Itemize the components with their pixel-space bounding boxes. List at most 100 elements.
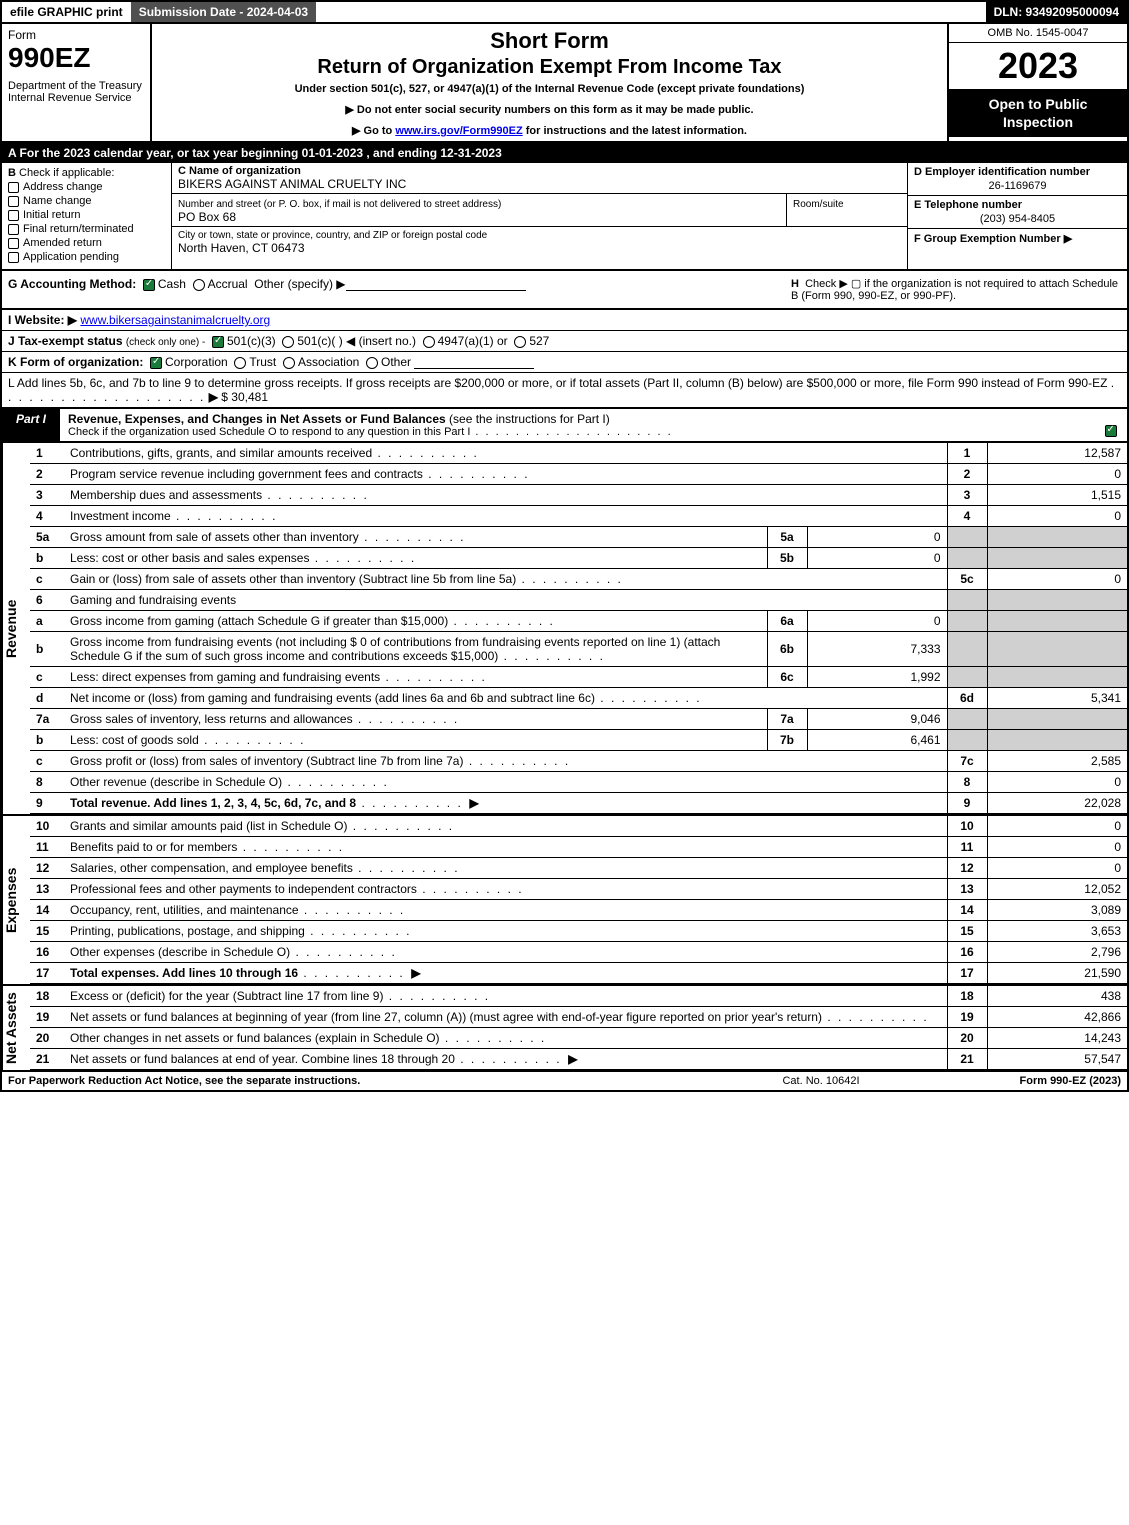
- main-line-label: 14: [947, 900, 987, 921]
- k-trust-checkbox-icon: [234, 357, 246, 369]
- line-row: 8Other revenue (describe in Schedule O)8…: [30, 772, 1127, 793]
- phone-value: (203) 954-8405: [914, 213, 1121, 225]
- main-line-label: 1: [947, 443, 987, 464]
- sub-line-label: 7a: [767, 709, 807, 730]
- j-sub: (check only one) -: [126, 337, 205, 348]
- form-header: Form 990EZ Department of the Treasury In…: [0, 24, 1129, 143]
- footer-left: For Paperwork Reduction Act Notice, see …: [8, 1075, 721, 1087]
- main-line-label: [947, 632, 987, 667]
- line-desc: Gross amount from sale of assets other t…: [64, 527, 767, 548]
- main-line-value: 0: [987, 858, 1127, 879]
- main-line-value: 2,585: [987, 751, 1127, 772]
- line-row: bGross income from fundraising events (n…: [30, 632, 1127, 667]
- dln-label: DLN: 93492095000094: [986, 2, 1127, 22]
- main-line-label: 8: [947, 772, 987, 793]
- main-line-label: 19: [947, 1007, 987, 1028]
- main-line-label: [947, 667, 987, 688]
- footer-right-bold: 990-EZ: [1050, 1075, 1086, 1087]
- main-line-label: 6d: [947, 688, 987, 709]
- line-desc: Other changes in net assets or fund bala…: [64, 1028, 947, 1049]
- line-desc: Net income or (loss) from gaming and fun…: [64, 688, 947, 709]
- footer-center: Cat. No. 10642I: [721, 1075, 921, 1087]
- g-label: G Accounting Method:: [8, 277, 136, 291]
- g-accrual: Accrual: [208, 277, 248, 291]
- main-line-label: [947, 527, 987, 548]
- main-line-value: 3,653: [987, 921, 1127, 942]
- top-bar: efile GRAPHIC print Submission Date - 20…: [0, 0, 1129, 24]
- line-row: bLess: cost of goods sold7b6,461: [30, 730, 1127, 751]
- sub-line-label: 6b: [767, 632, 807, 667]
- irs-link[interactable]: www.irs.gov/Form990EZ: [395, 125, 522, 137]
- check-item: Final return/terminated: [8, 223, 165, 235]
- netassets-section: Net Assets 18Excess or (deficit) for the…: [0, 986, 1129, 1072]
- main-line-label: 7c: [947, 751, 987, 772]
- sub-line-value: 0: [807, 527, 947, 548]
- line-row: 4Investment income40: [30, 506, 1127, 527]
- line-number: 3: [30, 485, 64, 506]
- main-line-value: 0: [987, 464, 1127, 485]
- line-desc: Contributions, gifts, grants, and simila…: [64, 443, 947, 464]
- main-line-label: 17: [947, 963, 987, 984]
- line-row: cGross profit or (loss) from sales of in…: [30, 751, 1127, 772]
- line-row: 6Gaming and fundraising events: [30, 590, 1127, 611]
- line-number: b: [30, 632, 64, 667]
- main-line-value: 12,052: [987, 879, 1127, 900]
- line-row: 19Net assets or fund balances at beginni…: [30, 1007, 1127, 1028]
- main-line-value: 0: [987, 569, 1127, 590]
- footer-right: Form 990-EZ (2023): [921, 1075, 1121, 1087]
- k-assoc-checkbox-icon: [283, 357, 295, 369]
- note-goto-post: for instructions and the latest informat…: [523, 125, 747, 137]
- line-desc: Gross profit or (loss) from sales of inv…: [64, 751, 947, 772]
- check-item: Address change: [8, 181, 165, 193]
- part-i-check-icon: [1105, 425, 1117, 437]
- l-arrow: ▶: [209, 390, 218, 404]
- line-desc: Excess or (deficit) for the year (Subtra…: [64, 986, 947, 1007]
- line-number: 10: [30, 816, 64, 837]
- line-desc: Gross income from fundraising events (no…: [64, 632, 767, 667]
- i-label: I Website: ▶: [8, 313, 77, 327]
- k-opt4: Other: [381, 355, 411, 369]
- main-line-label: [947, 548, 987, 569]
- line-number: 21: [30, 1049, 64, 1070]
- k-opt1: Corporation: [165, 355, 228, 369]
- expenses-table: 10Grants and similar amounts paid (list …: [30, 816, 1127, 984]
- main-line-value: 22,028: [987, 793, 1127, 814]
- line-g-h: G Accounting Method: Cash Accrual Other …: [0, 271, 1129, 310]
- line-desc: Program service revenue including govern…: [64, 464, 947, 485]
- line-row: 10Grants and similar amounts paid (list …: [30, 816, 1127, 837]
- line-desc: Other expenses (describe in Schedule O): [64, 942, 947, 963]
- main-line-value: [987, 667, 1127, 688]
- sub-line-label: 6a: [767, 611, 807, 632]
- note-ssn: ▶ Do not enter social security numbers o…: [158, 103, 941, 116]
- open-public-badge: Open to Public Inspection: [949, 89, 1127, 137]
- line-desc: Professional fees and other payments to …: [64, 879, 947, 900]
- sub-line-value: 1,992: [807, 667, 947, 688]
- main-line-label: 5c: [947, 569, 987, 590]
- website-link[interactable]: www.bikersagainstanimalcruelty.org: [80, 313, 270, 327]
- main-line-value: 21,590: [987, 963, 1127, 984]
- line-i: I Website: ▶ www.bikersagainstanimalcrue…: [0, 310, 1129, 331]
- line-number: 5a: [30, 527, 64, 548]
- main-line-value: [987, 730, 1127, 751]
- line-number: b: [30, 730, 64, 751]
- part-i-title: Revenue, Expenses, and Changes in Net As…: [60, 409, 1097, 441]
- efile-label: efile GRAPHIC print: [2, 2, 131, 22]
- line-row: 14Occupancy, rent, utilities, and mainte…: [30, 900, 1127, 921]
- d-label: D Employer identification number: [914, 166, 1090, 178]
- form-number: 990EZ: [8, 42, 144, 74]
- line-row: bLess: cost or other basis and sales exp…: [30, 548, 1127, 569]
- sub-line-value: 7,333: [807, 632, 947, 667]
- page-footer: For Paperwork Reduction Act Notice, see …: [0, 1072, 1129, 1092]
- check-item: Name change: [8, 195, 165, 207]
- line-number: 8: [30, 772, 64, 793]
- c-name-label: C Name of organization: [178, 165, 301, 177]
- short-form-title: Short Form: [158, 28, 941, 54]
- line-desc: Printing, publications, postage, and shi…: [64, 921, 947, 942]
- cash-checkbox-icon: [143, 279, 155, 291]
- line-number: 2: [30, 464, 64, 485]
- j-501c-checkbox-icon: [282, 336, 294, 348]
- j-opt2: 501(c)( ) ◀ (insert no.): [297, 334, 416, 348]
- footer-right-post: (2023): [1086, 1075, 1121, 1087]
- org-city: North Haven, CT 06473: [178, 241, 305, 255]
- c-street-label: Number and street (or P. O. box, if mail…: [178, 199, 501, 210]
